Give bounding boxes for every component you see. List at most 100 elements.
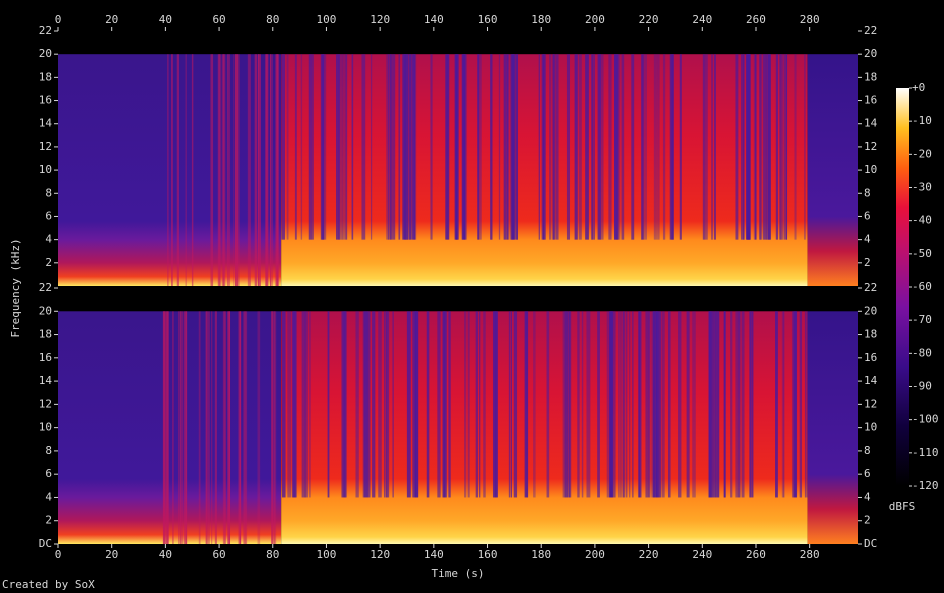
spectrum-streak xyxy=(361,54,366,240)
spectrum-streak xyxy=(171,54,173,286)
spectrum-streak xyxy=(237,54,240,286)
spectrum-streak xyxy=(339,54,344,240)
spectrum-streak xyxy=(461,54,466,240)
x-tick-label: 20 xyxy=(105,548,118,561)
y-tick-label: 10 xyxy=(864,163,877,176)
spectrum-streak xyxy=(342,54,346,240)
x-tick-label: 200 xyxy=(585,13,605,26)
y-tick-label: 6 xyxy=(864,467,871,480)
spectrum-streak xyxy=(490,54,492,240)
colorbar-tick-label: -70 xyxy=(912,313,932,326)
y-tick-label: 18 xyxy=(864,328,877,341)
spectrum-streak xyxy=(181,311,184,544)
spectrum-streak xyxy=(578,54,582,240)
spectrum-streak xyxy=(631,54,635,240)
y-tick-label: 4 xyxy=(864,490,871,503)
y-tick-label: 12 xyxy=(39,140,52,153)
spectrum-streak xyxy=(658,311,662,498)
spectrum-tail xyxy=(807,311,858,544)
spectrum-streak xyxy=(712,311,717,498)
spectrum-streak xyxy=(467,311,470,498)
spectrum-streak xyxy=(741,311,745,498)
spectrum-streak xyxy=(708,311,712,498)
spectrum-streak xyxy=(783,311,785,498)
spectrum-streak xyxy=(269,54,272,286)
y-tick-label: 10 xyxy=(864,421,877,434)
spectrum-streak xyxy=(282,54,285,240)
spectrum-streak xyxy=(804,54,806,240)
spectrum-streak xyxy=(270,54,273,286)
spectrum-streak xyxy=(206,311,208,544)
spectrum-streak xyxy=(706,54,708,240)
spectrum-streak xyxy=(483,311,486,498)
spectrum-streak xyxy=(645,311,649,498)
colorbar-tick-label: -50 xyxy=(912,247,932,260)
spectrum-streak xyxy=(585,54,589,240)
spectrum-streak xyxy=(643,54,647,240)
spectrum-streak xyxy=(448,311,451,498)
x-tick-label: 160 xyxy=(478,548,498,561)
colorbar xyxy=(896,88,909,486)
spectrum-streak xyxy=(243,311,246,544)
spectrum-streak xyxy=(387,54,392,240)
spectrum-streak xyxy=(478,54,482,240)
spectrum-streak xyxy=(541,54,545,240)
y-tick-label: 22 xyxy=(864,24,877,37)
spectrum-streak xyxy=(779,54,783,240)
spectrum-streak xyxy=(257,311,261,544)
spectrum-streak xyxy=(191,54,194,286)
spectrum-streak xyxy=(287,311,292,498)
y-tick-label: DC xyxy=(864,537,877,550)
x-tick-label: 60 xyxy=(212,548,225,561)
spectrum-streak xyxy=(308,311,311,498)
spectrum-streak xyxy=(566,54,571,240)
x-tick-label: 40 xyxy=(159,13,172,26)
spectrum-streak xyxy=(503,54,507,240)
spectrum-streak xyxy=(178,311,180,544)
spectrum-streak xyxy=(586,311,591,498)
spectrum-streak xyxy=(308,54,313,240)
spectrum-streak xyxy=(386,54,390,240)
y-tick-label: 2 xyxy=(864,514,871,527)
spectrum-streak xyxy=(378,311,382,498)
y-tick-label: 2 xyxy=(45,514,52,527)
spectrum-streak xyxy=(656,311,660,498)
spectrum-streak xyxy=(172,311,174,544)
spectrum-streak xyxy=(442,311,446,498)
x-tick-label: 200 xyxy=(585,548,605,561)
y-tick-label: DC xyxy=(39,537,52,550)
y-tick-label: 4 xyxy=(864,233,871,246)
spectrum-streak xyxy=(464,54,467,240)
spectrum-streak xyxy=(221,54,225,286)
y-axis-label: Frequency (kHz) xyxy=(9,238,22,337)
spectrum-streak xyxy=(638,311,641,498)
spectrum-quiet xyxy=(58,311,282,544)
spectrum-streak xyxy=(741,54,743,240)
y-tick-label: 6 xyxy=(45,209,52,222)
y-tick-label: 2 xyxy=(864,256,871,269)
spectrum-streak xyxy=(217,54,221,286)
spectrum-tail xyxy=(807,54,858,286)
y-tick-label: 20 xyxy=(39,47,52,60)
y-tick-label: 6 xyxy=(864,209,871,222)
spectrum-streak xyxy=(312,54,314,240)
x-tick-label: 280 xyxy=(800,13,820,26)
spectrum-streak xyxy=(233,54,235,286)
colorbar-tick-label: -60 xyxy=(912,280,932,293)
colorbar-tick-label: -100 xyxy=(912,413,939,426)
x-tick-label: 100 xyxy=(317,548,337,561)
spectrum-streak xyxy=(437,311,441,498)
y-tick-label: 22 xyxy=(864,281,877,294)
spectrum-streak xyxy=(746,54,751,240)
spectrum-streak xyxy=(564,311,568,498)
spectrum-streak xyxy=(412,311,416,498)
spectrum-streak xyxy=(749,311,753,498)
spectrum-streak xyxy=(508,311,510,498)
spectrum-streak xyxy=(648,311,651,498)
spectrum-streak xyxy=(265,54,268,286)
spectrum-streak xyxy=(322,54,327,240)
spectrum-streak xyxy=(257,54,260,286)
y-tick-label: 12 xyxy=(864,140,877,153)
spectrum-streak xyxy=(281,54,285,240)
spectrum-streak xyxy=(258,54,261,286)
